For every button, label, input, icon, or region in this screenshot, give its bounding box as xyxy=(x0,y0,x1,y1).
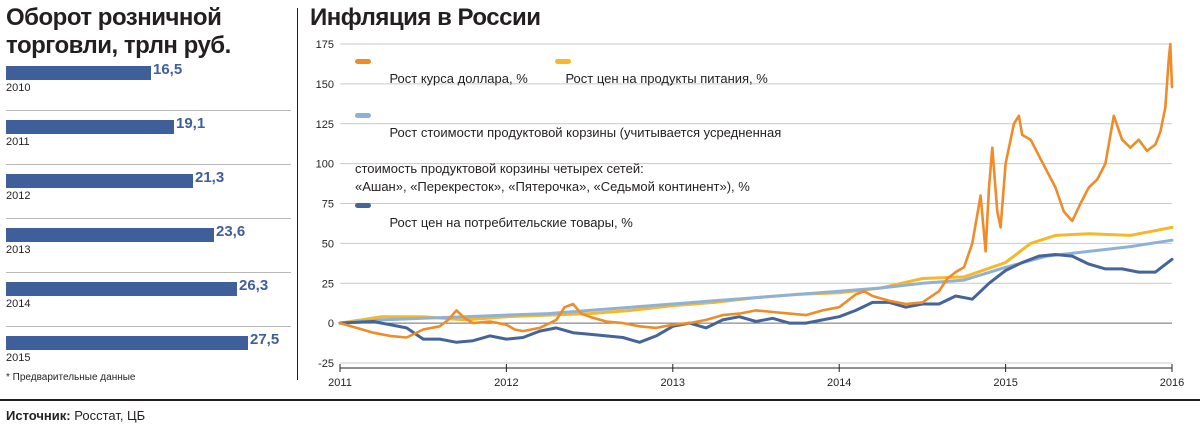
y-tick-label: 175 xyxy=(316,39,334,51)
y-tick-label: 50 xyxy=(322,238,334,250)
legend-item-dollar: Рост курса доллара, % Рост цен на продук… xyxy=(355,52,781,106)
y-tick-label: 25 xyxy=(322,278,334,290)
retail-bar-year: 2010 xyxy=(6,82,31,94)
retail-title-line2: торговли, трлн руб. xyxy=(6,32,231,59)
x-tick-label: 2015 xyxy=(993,377,1017,389)
panel-divider xyxy=(297,8,298,380)
retail-bar xyxy=(6,228,214,242)
legend-item-consumer: Рост цен на потребительские товары, % xyxy=(355,196,781,250)
inflation-title: Инфляция в России xyxy=(310,4,541,31)
y-tick-label: 75 xyxy=(322,199,334,211)
retail-bar-row: 26,3 2014 xyxy=(6,276,291,331)
source-label: Источник: xyxy=(6,408,71,423)
retail-bar-value: 23,6 xyxy=(216,223,246,240)
legend-swatch-basket xyxy=(355,113,371,118)
series-line-consumer xyxy=(338,253,1174,344)
retail-row-separator xyxy=(6,218,291,219)
retail-footnote: * Предварительные данные xyxy=(6,372,136,383)
retail-bar-year: 2012 xyxy=(6,190,31,202)
retail-bar-row: 23,6 2013 xyxy=(6,222,291,277)
y-tick-label: -25 xyxy=(318,358,334,370)
retail-bar xyxy=(6,282,237,296)
retail-bar-row: 21,3 2012 xyxy=(6,168,291,223)
y-tick-label: 150 xyxy=(316,79,334,91)
legend-label-dollar: Рост курса доллара, % xyxy=(389,71,528,86)
legend-item-basket: Рост стоимости продуктовой корзины (учит… xyxy=(355,106,781,160)
source-text: Росстат, ЦБ xyxy=(70,408,146,423)
legend-swatch-dollar xyxy=(355,59,371,64)
retail-row-separator xyxy=(6,110,291,111)
legend-label-basket-1: Рост стоимости продуктовой корзины (учит… xyxy=(389,125,782,140)
retail-title: Оборот розничной торговли, трлн руб. xyxy=(6,4,291,60)
retail-bar-value: 27,5 xyxy=(250,331,280,348)
x-tick-label: 2012 xyxy=(494,377,518,389)
x-tick-label: 2013 xyxy=(661,377,685,389)
x-tick-label: 2014 xyxy=(827,377,851,389)
retail-bar xyxy=(6,174,193,188)
chart-legend: Рост курса доллара, % Рост цен на продук… xyxy=(355,52,781,250)
legend-label-consumer: Рост цен на потребительские товары, % xyxy=(389,215,633,230)
series-line-dollar xyxy=(338,42,1174,339)
retail-title-line1: Оборот розничной xyxy=(6,4,222,31)
y-tick-label: 100 xyxy=(316,159,334,171)
source-line: Источник: Росстат, ЦБ xyxy=(6,408,145,423)
retail-bar-year: 2014 xyxy=(6,298,31,310)
retail-bar-value: 21,3 xyxy=(195,169,225,186)
retail-bar-value: 19,1 xyxy=(176,115,206,132)
retail-bar-value: 16,5 xyxy=(153,61,183,78)
retail-row-separator xyxy=(6,326,291,327)
retail-bar xyxy=(6,336,248,350)
retail-bar xyxy=(6,120,174,134)
legend-swatch-food xyxy=(555,59,571,64)
x-tick-label: 2016 xyxy=(1160,377,1184,389)
inflation-line-chart: -25 0 25 50 75 100 125 150 175 2011 2012 2013 2014 20… xyxy=(316,39,1185,389)
retail-bar-year: 2011 xyxy=(6,136,30,148)
legend-item-basket-cont3: «Ашан», «Перекресток», «Пятерочка», «Сед… xyxy=(355,178,781,196)
retail-bar-year: 2013 xyxy=(6,244,31,256)
footer-rule xyxy=(0,399,1200,401)
retail-bar-row: 16,5 2010 xyxy=(6,60,291,115)
legend-item-basket-cont2: стоимость продуктовой корзины четырех се… xyxy=(355,160,781,178)
retail-row-separator xyxy=(6,272,291,273)
legend-label-basket-3: «Ашан», «Перекресток», «Пятерочка», «Сед… xyxy=(355,179,750,194)
y-tick-label: 125 xyxy=(316,119,334,131)
legend-label-food: Рост цен на продукты питания, % xyxy=(565,71,768,86)
legend-label-basket-2: стоимость продуктовой корзины четырех се… xyxy=(355,161,644,176)
retail-bar xyxy=(6,66,151,80)
retail-bar-value: 26,3 xyxy=(239,277,269,294)
retail-bar-row: 19,1 2011 xyxy=(6,114,291,169)
retail-bar-year: 2015 xyxy=(6,352,31,364)
y-tick-label: 0 xyxy=(328,318,334,330)
x-tick-label: 2011 xyxy=(328,377,352,389)
legend-swatch-consumer xyxy=(355,203,371,208)
retail-bar-row: 27,5 2015 xyxy=(6,330,291,385)
retail-row-separator xyxy=(6,164,291,165)
